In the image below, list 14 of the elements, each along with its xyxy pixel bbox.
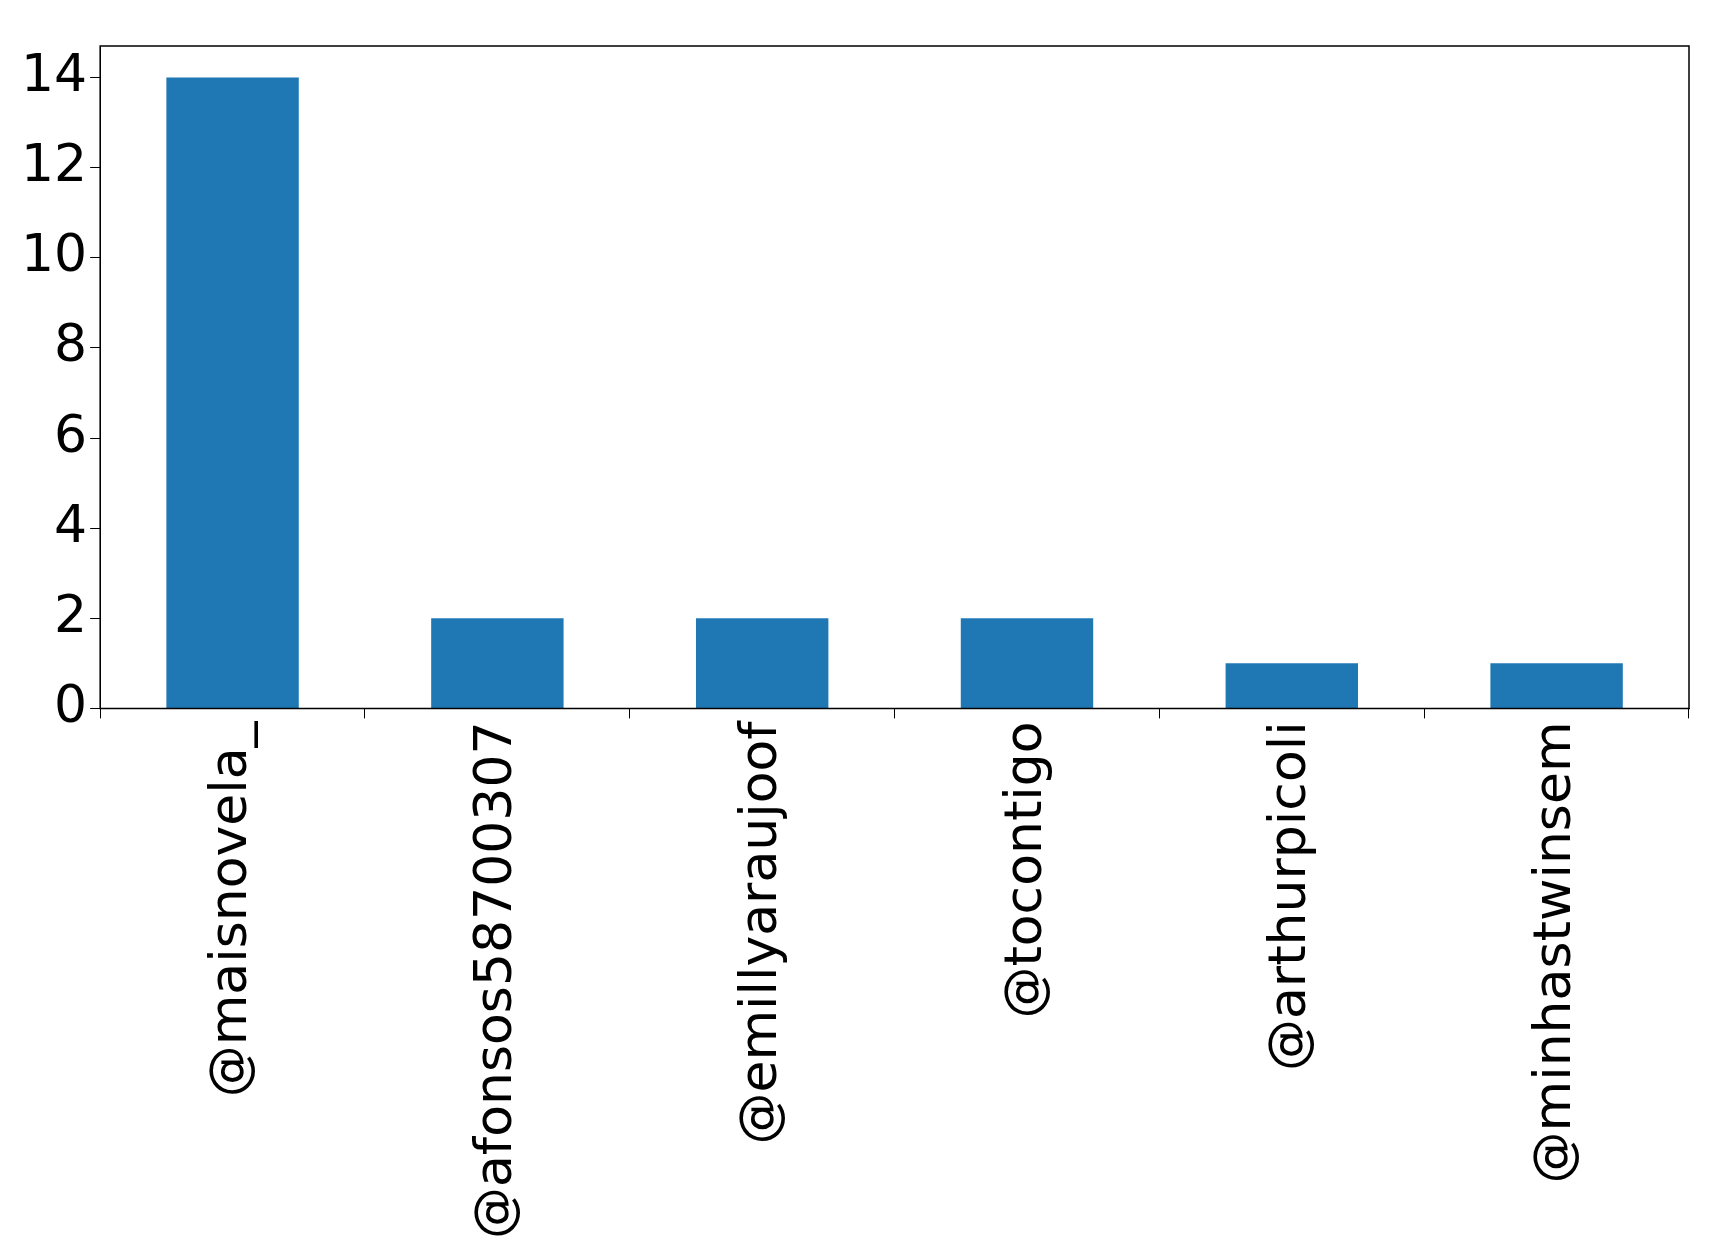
x-tick-label: @arthurpicoli bbox=[1257, 721, 1318, 1072]
y-tick-label: 2 bbox=[54, 583, 88, 644]
y-tick-label: 4 bbox=[54, 493, 88, 554]
y-tick-label: 14 bbox=[21, 43, 88, 104]
x-tick-label: @maisnovela_ bbox=[198, 720, 259, 1098]
x-tick-label: @minhastwinsem bbox=[1522, 721, 1583, 1184]
y-tick-label: 6 bbox=[54, 403, 88, 464]
x-tick-label: @emillyaraujoof bbox=[727, 719, 788, 1145]
y-tick-label: 8 bbox=[54, 313, 88, 374]
y-tick-label: 10 bbox=[21, 223, 88, 284]
x-tick-label: @afonsos58700307 bbox=[462, 721, 523, 1240]
x-tick-label: @tocontigo bbox=[992, 721, 1053, 1019]
y-tick-label: 0 bbox=[54, 673, 88, 734]
y-tick-label: 12 bbox=[21, 133, 88, 194]
